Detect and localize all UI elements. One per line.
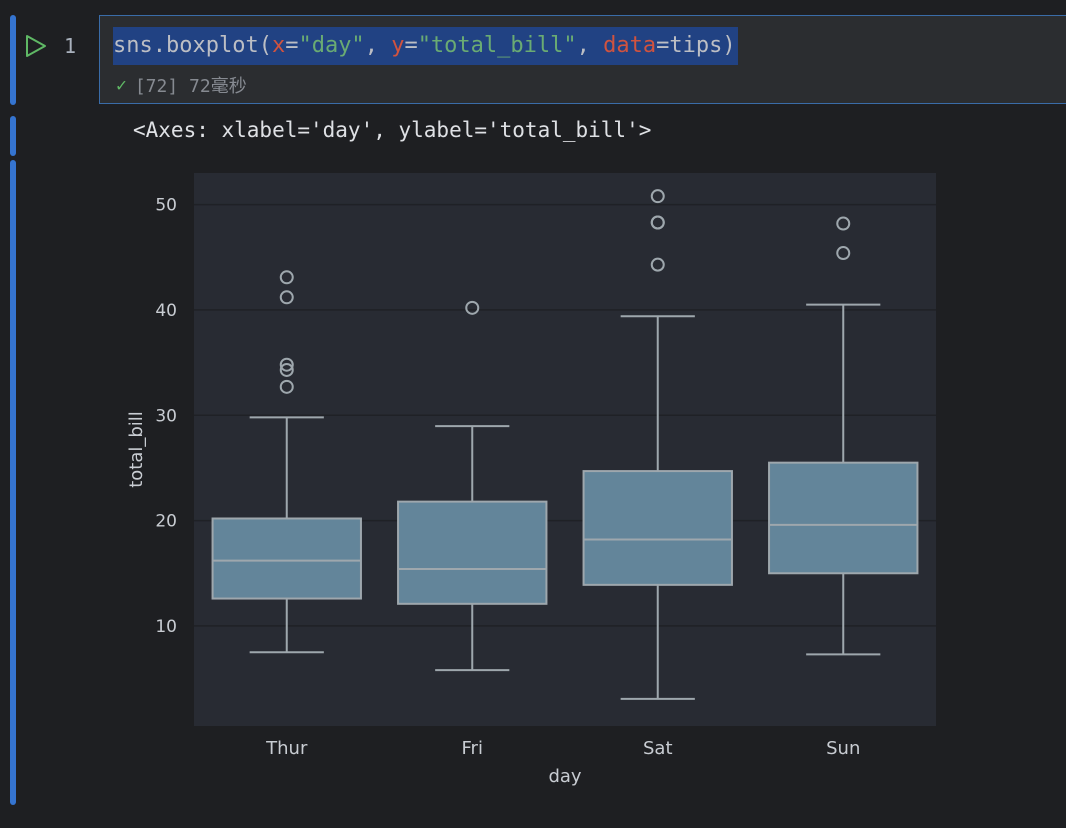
- output-bar: [10, 160, 16, 805]
- outlier-point: [465, 300, 480, 315]
- code-sep: ,: [576, 33, 604, 58]
- x-tick-label: Fri: [462, 738, 483, 759]
- box-fri: [397, 500, 548, 605]
- code-kw-x: x: [271, 33, 286, 58]
- outlier-point: [650, 215, 665, 230]
- y-tick-label: 50: [155, 196, 177, 216]
- execution-time: [72] 72毫秒: [134, 76, 247, 97]
- code-sep: ,: [364, 33, 392, 58]
- box-sun: [768, 461, 919, 575]
- y-tick-label: 10: [155, 617, 177, 637]
- box-sat: [582, 470, 733, 586]
- y-tick-label: 30: [155, 406, 177, 426]
- cell-focus-bar: [10, 15, 16, 105]
- code-rest: tips): [669, 33, 736, 58]
- code-str-total-bill: "total_bill": [417, 33, 577, 58]
- outlier-point: [279, 290, 294, 305]
- x-tick-label: Sun: [826, 738, 860, 759]
- outlier-point: [279, 362, 294, 377]
- code-kw-y: y: [391, 33, 405, 58]
- code-eq: =: [404, 33, 418, 58]
- x-tick-label: Thur: [265, 738, 308, 759]
- y-tick-label: 20: [155, 512, 177, 532]
- outlier-point: [279, 379, 294, 394]
- line-number: 1: [64, 34, 77, 58]
- run-icon[interactable]: [24, 34, 48, 58]
- code-eq: =: [656, 33, 670, 58]
- box-thur: [211, 517, 362, 600]
- outlier-point: [836, 246, 851, 261]
- output-text: <Axes: xlabel='day', ylabel='total_bill'…: [133, 118, 652, 142]
- execution-status: ✓ [72] 72毫秒: [116, 72, 247, 98]
- outlier-point: [836, 216, 851, 231]
- outlier-point: [650, 189, 665, 204]
- outlier-point: [279, 357, 294, 372]
- checkmark-icon: ✓: [116, 74, 127, 96]
- code-line[interactable]: sns.boxplot(x="day", y="total_bill", dat…: [113, 27, 738, 65]
- y-axis-label: total_bill: [126, 411, 147, 488]
- code-fn: sns.boxplot(: [113, 33, 272, 58]
- x-axis-label: day: [548, 766, 581, 787]
- outlier-point: [650, 257, 665, 272]
- y-tick-label: 40: [155, 301, 177, 321]
- plot-area: [194, 173, 936, 726]
- code-str-day: "day": [298, 33, 365, 58]
- code-kw-data: data: [603, 33, 657, 58]
- output-bar-small: [10, 116, 16, 156]
- code-cell[interactable]: sns.boxplot(x="day", y="total_bill", dat…: [99, 15, 1066, 104]
- x-tick-label: Sat: [643, 738, 673, 759]
- code-eq: =: [285, 33, 299, 58]
- outlier-point: [279, 270, 294, 285]
